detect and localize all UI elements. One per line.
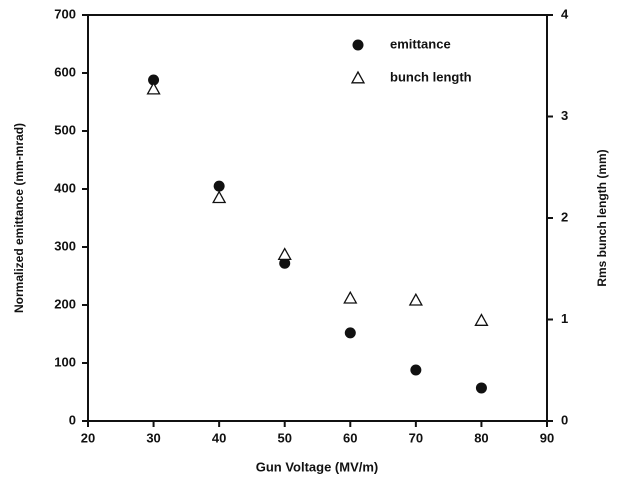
y2-axis-label: Rms bunch length (mm) [595,149,609,286]
legend-marker [352,39,364,51]
y-tick-label: 100 [54,354,76,369]
legend-label: bunch length [390,69,472,84]
y-axis-label: Normalized emittance (mm-mrad) [12,123,26,313]
data-point [475,382,487,394]
y-tick-label: 500 [54,122,76,137]
y-tick-label: 200 [54,296,76,311]
y2-tick-label: 2 [561,209,568,224]
x-tick-label: 30 [146,430,160,445]
data-point [148,74,160,86]
data-point [146,81,161,95]
y2-tick-label: 1 [561,311,568,326]
y-tick-label: 600 [54,64,76,79]
x-tick-label: 50 [277,430,291,445]
legend-label: emittance [390,36,451,51]
x-tick-label: 20 [81,430,95,445]
data-point [344,327,356,339]
x-axis-label: Gun Voltage (MV/m) [256,459,379,474]
y2-tick-label: 4 [561,6,569,21]
y2-tick-label: 3 [561,108,568,123]
x-tick-label: 80 [474,430,488,445]
x-tick-label: 90 [540,430,554,445]
data-point [279,257,291,269]
y-tick-label: 300 [54,238,76,253]
data-point [212,190,227,204]
x-tick-label: 60 [343,430,357,445]
y2-tick-label: 0 [561,412,568,427]
data-point [408,292,423,306]
data-point [277,247,292,260]
data-point [213,180,225,192]
x-tick-label: 70 [409,430,423,445]
data-point [343,290,358,304]
data-point [474,313,489,326]
x-tick-label: 40 [212,430,226,445]
y-tick-label: 400 [54,180,76,195]
data-point [410,364,422,376]
y-tick-label: 700 [54,6,76,21]
y-tick-label: 0 [69,412,76,427]
legend-marker [350,70,366,84]
